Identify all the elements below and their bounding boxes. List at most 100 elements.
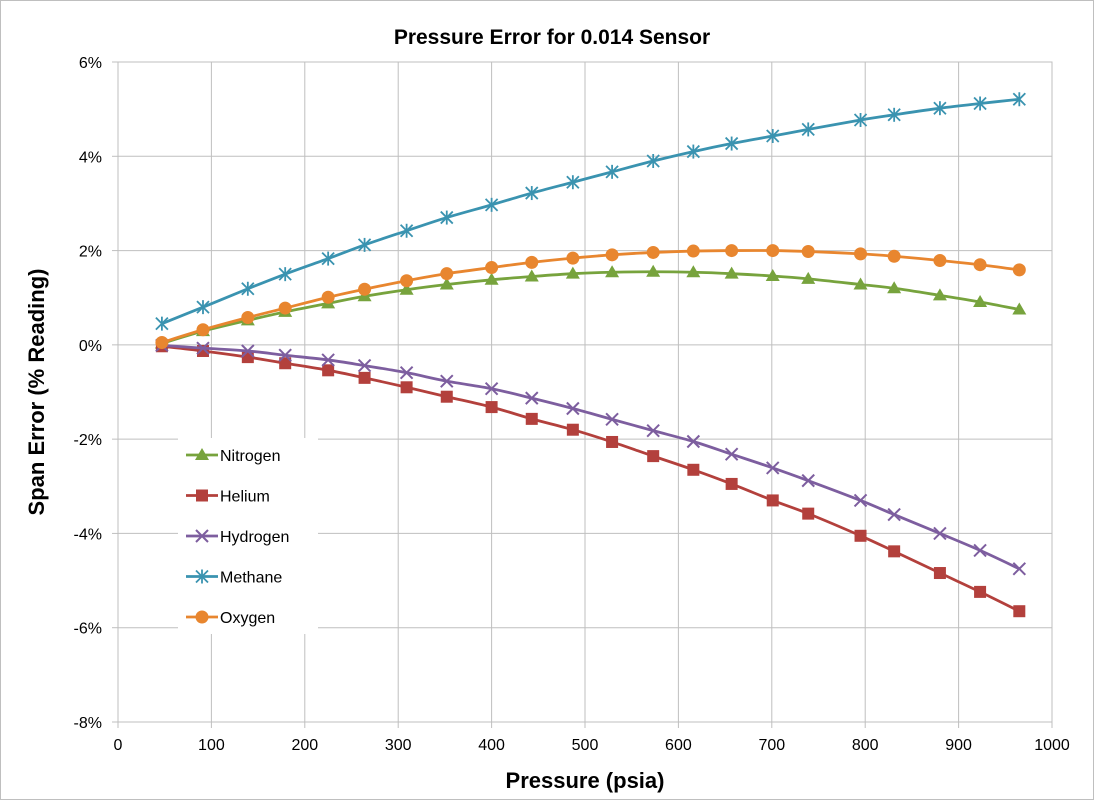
data-point-helium [766, 494, 779, 507]
legend-label-helium: Helium [220, 489, 270, 506]
y-tick-label: -2% [74, 432, 102, 449]
data-point-hydrogen [399, 365, 414, 380]
data-point-nitrogen [801, 271, 816, 284]
data-point-methane [686, 144, 700, 159]
data-point-methane [887, 107, 901, 122]
legend-label-methane: Methane [220, 570, 282, 587]
data-point-nitrogen [765, 269, 780, 282]
data-point-methane [766, 129, 780, 144]
data-point-nitrogen [973, 294, 988, 307]
data-point-methane [440, 210, 454, 225]
x-tick-label: 300 [385, 737, 412, 754]
x-tick-label: 500 [572, 737, 599, 754]
y-tick-label: 6% [79, 55, 102, 72]
legend-entry-methane: Methane [186, 569, 282, 587]
y-tick-label: 2% [79, 244, 102, 261]
legend-marker-oxygen [195, 610, 209, 624]
data-point-oxygen [278, 301, 292, 315]
x-tick-label: 1000 [1034, 737, 1070, 754]
data-point-oxygen [1012, 263, 1026, 277]
data-point-oxygen [646, 245, 660, 259]
data-point-methane [196, 300, 210, 315]
data-point-oxygen [686, 244, 700, 258]
series-helium [155, 340, 1026, 618]
data-point-helium [1013, 605, 1026, 618]
data-point-hydrogen [566, 401, 580, 416]
y-tick-label: -8% [74, 715, 102, 732]
x-tick-label: 0 [114, 737, 123, 754]
data-point-methane [484, 197, 499, 212]
series-hydrogen [155, 338, 1027, 576]
data-point-methane [278, 267, 292, 282]
data-point-nitrogen [646, 264, 661, 277]
data-point-oxygen [155, 336, 169, 349]
data-point-oxygen [440, 267, 454, 281]
data-point-nitrogen [853, 277, 868, 290]
legend-marker-nitrogen [195, 448, 209, 460]
y-axis-title: Span Error (% Reading) [24, 269, 49, 516]
data-point-helium [241, 351, 254, 364]
data-point-helium [687, 463, 700, 476]
data-point-oxygen [525, 255, 539, 269]
x-tick-label: 200 [291, 737, 318, 754]
y-tick-label: 0% [79, 338, 102, 355]
data-point-oxygen [566, 251, 580, 265]
y-tick-label: -6% [74, 621, 102, 638]
legend-entry-hydrogen: Hydrogen [186, 529, 289, 546]
legend-marker-helium [196, 489, 208, 502]
data-point-helium [400, 381, 413, 394]
x-tick-label: 600 [665, 737, 692, 754]
data-point-oxygen [933, 253, 947, 267]
data-point-helium [974, 585, 987, 598]
data-point-helium [566, 423, 579, 436]
data-point-methane [646, 154, 660, 168]
data-point-helium [647, 450, 660, 463]
legend-label-nitrogen: Nitrogen [220, 448, 280, 465]
data-point-hydrogen [973, 543, 987, 558]
data-point-hydrogen [801, 473, 815, 488]
data-point-helium [485, 401, 498, 414]
data-point-hydrogen [484, 381, 499, 396]
data-point-nitrogen [887, 281, 902, 294]
data-point-oxygen [605, 248, 619, 262]
x-tick-label: 400 [478, 737, 505, 754]
x-axis-title: Pressure (psia) [506, 768, 665, 793]
series-line-helium [161, 344, 1020, 613]
y-tick-label: 4% [79, 149, 102, 166]
data-point-methane [1012, 92, 1026, 107]
data-point-nitrogen [524, 269, 539, 282]
data-point-oxygen [766, 244, 780, 258]
series-methane [155, 92, 1026, 331]
data-point-oxygen [801, 245, 815, 259]
data-point-oxygen [887, 249, 901, 263]
x-tick-label: 100 [198, 737, 225, 754]
series-line-methane [161, 97, 1020, 325]
data-point-hydrogen [605, 412, 619, 427]
data-point-helium [606, 435, 619, 448]
data-point-methane [155, 316, 169, 331]
data-point-oxygen [241, 311, 255, 325]
data-point-hydrogen [853, 493, 868, 508]
legend-entry-nitrogen: Nitrogen [186, 448, 280, 465]
axes: 0 100 200 300 400 500 600 700 800 900 1000 -8% -6% -4… [74, 55, 1070, 754]
data-point-methane [853, 112, 868, 127]
data-point-hydrogen [766, 461, 780, 475]
data-point-methane [725, 136, 739, 151]
data-point-nitrogen [439, 277, 454, 290]
data-point-oxygen [358, 282, 372, 296]
data-point-methane [605, 164, 619, 179]
data-point-helium [358, 371, 371, 384]
y-tick-label: -4% [74, 526, 102, 543]
data-point-methane [933, 101, 947, 116]
data-point-methane [973, 96, 987, 111]
x-tick-label: 800 [852, 737, 879, 754]
legend-entry-helium: Helium [186, 489, 270, 506]
legend-label-oxygen: Oxygen [220, 610, 275, 627]
data-point-hydrogen [525, 391, 539, 405]
data-point-helium [279, 357, 292, 370]
series-group [154, 92, 1027, 618]
data-point-hydrogen [196, 341, 210, 355]
data-point-helium [888, 545, 901, 558]
data-point-methane [321, 251, 335, 266]
